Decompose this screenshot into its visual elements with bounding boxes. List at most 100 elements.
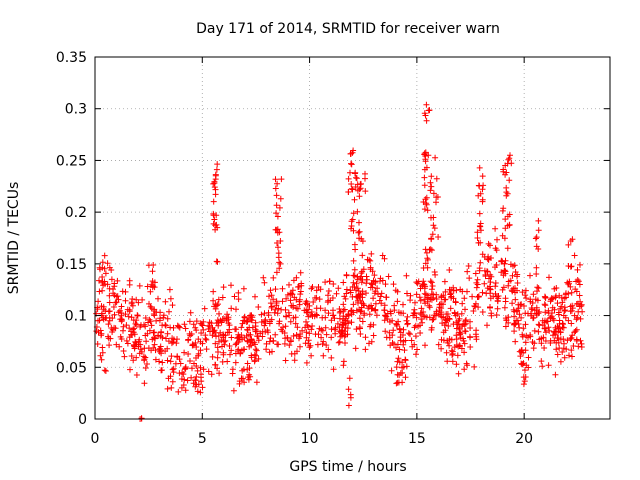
data-point <box>210 288 217 295</box>
data-point <box>522 339 529 346</box>
data-point <box>272 176 279 183</box>
data-point <box>520 374 527 381</box>
data-point <box>155 333 162 339</box>
data-point <box>117 316 124 323</box>
data-point <box>447 305 454 312</box>
data-point <box>353 175 360 182</box>
data-point <box>535 321 542 328</box>
data-point <box>230 387 237 394</box>
data-point <box>368 250 375 257</box>
y-axis-label: SRMTID / TECUs <box>6 182 22 295</box>
data-point <box>112 299 119 306</box>
data-point <box>533 271 540 277</box>
data-point <box>210 212 217 219</box>
data-point <box>277 195 284 202</box>
data-point <box>559 349 566 355</box>
data-point <box>502 171 509 178</box>
data-point <box>383 334 390 341</box>
data-point <box>304 322 311 329</box>
data-point <box>474 229 481 236</box>
data-point <box>96 288 103 295</box>
y-tick-label: 0 <box>78 412 87 428</box>
data-point <box>554 351 561 358</box>
data-point <box>351 266 358 273</box>
data-point <box>334 320 341 327</box>
data-point <box>517 353 524 360</box>
data-point <box>533 311 540 318</box>
data-point <box>446 315 453 322</box>
data-point <box>505 282 512 289</box>
data-point <box>214 365 221 372</box>
data-point <box>279 285 286 292</box>
data-point <box>104 260 111 267</box>
data-point <box>531 327 538 334</box>
data-point <box>290 304 297 311</box>
data-point <box>519 333 526 340</box>
data-point <box>373 312 380 319</box>
data-point <box>402 374 409 381</box>
data-point <box>421 174 428 181</box>
data-point <box>542 309 549 316</box>
data-point <box>421 296 428 303</box>
data-point <box>549 304 556 311</box>
data-point <box>347 394 354 401</box>
data-point <box>423 117 430 124</box>
data-point <box>333 290 340 297</box>
data-point <box>449 358 456 365</box>
data-point <box>223 317 230 324</box>
data-point <box>567 336 574 342</box>
data-point <box>535 328 542 335</box>
data-point <box>309 284 316 290</box>
data-point <box>147 303 154 310</box>
data-point <box>472 300 479 307</box>
y-tick-label: 0.1 <box>65 309 87 325</box>
data-point <box>199 340 206 347</box>
data-point <box>109 329 116 335</box>
data-point <box>446 267 453 273</box>
data-point <box>395 309 402 316</box>
data-point <box>286 281 292 288</box>
data-point <box>388 367 395 374</box>
data-point <box>501 304 508 311</box>
data-point <box>460 337 467 344</box>
data-point <box>348 319 355 326</box>
data-point <box>220 284 227 291</box>
data-point <box>336 324 343 331</box>
data-point <box>574 314 581 321</box>
data-point <box>96 317 103 324</box>
data-point <box>430 222 437 229</box>
data-point <box>235 346 242 353</box>
data-point <box>407 331 413 338</box>
data-point <box>184 377 191 384</box>
data-point <box>570 343 577 349</box>
data-point <box>535 217 542 224</box>
data-point <box>464 268 471 275</box>
data-point <box>417 310 424 316</box>
data-point <box>473 336 480 343</box>
data-point <box>369 284 376 291</box>
data-point <box>347 287 354 294</box>
data-point <box>325 288 332 294</box>
data-point <box>344 318 351 324</box>
data-point <box>345 189 352 195</box>
data-point <box>519 289 526 296</box>
data-point <box>95 298 102 305</box>
data-point <box>368 338 375 345</box>
data-point <box>195 350 202 357</box>
data-point <box>354 208 361 215</box>
data-point <box>163 335 169 342</box>
data-point <box>527 272 533 279</box>
data-point <box>185 351 192 357</box>
data-point <box>446 336 453 342</box>
data-point <box>193 344 200 350</box>
data-point <box>394 298 401 305</box>
data-point <box>569 353 575 360</box>
data-point <box>159 334 166 341</box>
data-point <box>137 341 144 348</box>
data-point <box>247 339 254 346</box>
data-point <box>500 284 507 291</box>
data-point <box>210 198 217 205</box>
data-point <box>360 266 367 273</box>
data-point <box>210 297 217 304</box>
